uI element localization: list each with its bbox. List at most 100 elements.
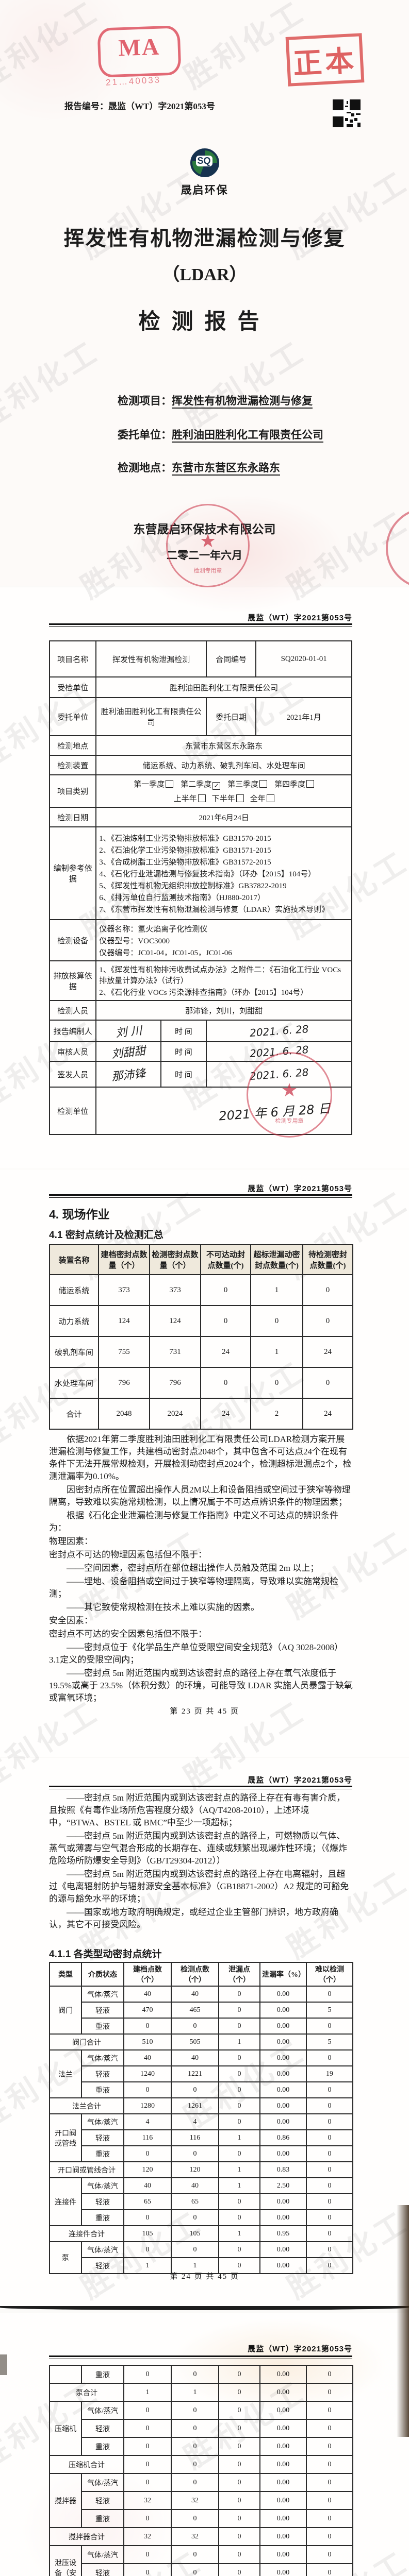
- table-cell: 0: [218, 2097, 260, 2114]
- table-cell: 0.00: [259, 2491, 307, 2510]
- table-cell: 1: [218, 2161, 260, 2178]
- table-cell: 120: [123, 2161, 172, 2178]
- table-cell: 24: [200, 1336, 251, 1368]
- table-row: 储运系统 373 373 0 1 0: [49, 1274, 353, 1306]
- page-footer: 第 24 页 共 45 页: [170, 2273, 239, 2281]
- table-cell: 65: [171, 2193, 219, 2210]
- table-cell: 124: [98, 1305, 150, 1337]
- table-cell: 气体/蒸汽: [81, 2049, 124, 2066]
- info-label: 合同编号: [206, 640, 257, 677]
- info-label: 时 间: [160, 1061, 207, 1088]
- subtotal-label: 压缩机合计: [49, 2455, 124, 2474]
- table-cell: 轻液: [81, 2419, 124, 2438]
- column-header: 建档点数（个）: [123, 1962, 172, 1987]
- header-rule: [49, 2355, 352, 2359]
- table-cell: 0.00: [259, 2563, 307, 2576]
- table-cell: 重液: [81, 2365, 124, 2384]
- subsection-heading: 4.1 密封点统计及检测汇总: [49, 1230, 163, 1241]
- column-header: 难以检测（个）: [306, 1962, 353, 1987]
- table-cell: 0: [200, 1274, 251, 1306]
- table-cell: 0: [123, 2145, 172, 2162]
- table-cell: 0: [123, 2545, 172, 2564]
- table-cell: 0: [171, 2437, 219, 2456]
- table-row: 轻液 65 65 0 0.00 0: [50, 2193, 353, 2210]
- table-row: 压缩机合计 0 0 0 0.00 0: [49, 2455, 353, 2474]
- table-cell: 0.00: [259, 2002, 307, 2019]
- info-value: SQ2020-01-01: [255, 640, 352, 677]
- field-label: 检测地点：: [118, 462, 172, 474]
- info-label: 委托单位: [48, 697, 97, 736]
- table-cell: 0.00: [259, 2455, 307, 2474]
- table-cell: 轻液: [81, 2065, 124, 2082]
- table-cell: 0: [218, 2401, 260, 2420]
- type-group-label: 阀门: [49, 1986, 82, 2035]
- table-cell: 2: [250, 1398, 303, 1430]
- table-cell: 0.00: [259, 2193, 307, 2210]
- table-cell: 505: [171, 2033, 219, 2050]
- table-cell: 0: [306, 2241, 353, 2258]
- table-cell: 0: [302, 1367, 353, 1399]
- table-cell: 0: [250, 1367, 303, 1399]
- info-value: 那沛锋，刘川，刘甜甜: [95, 1000, 352, 1021]
- table-cell: 0.95: [259, 2225, 307, 2242]
- quarter-option: 第三季度: [227, 780, 268, 789]
- table-cell: 0: [171, 2365, 219, 2384]
- calc-item: 1、《挥发性有机物排污收费试点办法》之附件二：《石油化工行业 VOCs 排放量计…: [99, 966, 341, 985]
- quarter-option: 第二季度 ✓: [181, 781, 221, 790]
- table-cell: 0: [123, 2437, 172, 2456]
- table-row: 阀门 气体/蒸汽 40 40 0 0.00 0: [49, 1986, 353, 2035]
- table-cell: 0: [218, 2365, 260, 2384]
- header-row: 装置名称 建档密封点数量（个） 检测密封点数量（个） 不可达动封点数量(个) 超标泄漏动…: [49, 1244, 353, 1275]
- checkbox-empty: [306, 780, 315, 788]
- info-page: 晟监（WT）字2021第053号 项目名称 挥发性有机物泄漏检测 合同编号 SQ…: [0, 587, 409, 1168]
- table-cell: 0.00: [259, 2545, 307, 2564]
- stamp-caption: 检测专用章: [193, 568, 222, 574]
- reference-item: 4、《石化行业泄漏检测与修复技术指南》（环办【2015】104号）: [99, 870, 316, 878]
- original-copy-text: 正本: [292, 45, 358, 80]
- signature-compiler: 刘 川: [114, 1024, 142, 1040]
- table-cell: 0.00: [259, 2401, 307, 2420]
- checkbox-empty: [266, 794, 274, 802]
- table-cell: 116: [171, 2129, 219, 2146]
- calculation-basis-cell: 1、《挥发性有机物排污收费试点办法》之附件二：《石油化工行业 VOCs 排放量计…: [95, 960, 352, 1001]
- table-cell: 0: [123, 2509, 172, 2528]
- table-cell: 0: [123, 2419, 172, 2438]
- table-cell: 32: [171, 2491, 219, 2510]
- info-label: 委托日期: [206, 697, 257, 736]
- date-compiler: 2021. 6. 28: [249, 1023, 309, 1039]
- table-cell: 重液: [81, 2145, 124, 2162]
- table-cell: 0: [306, 2437, 353, 2456]
- table-cell: 0.00: [259, 1986, 307, 2003]
- body-paragraph: ——密封点 5m 附近范围内或到达该密封点的路径上存在氧气浓度低于19.5%或高…: [49, 1668, 353, 1703]
- table-cell: 0.00: [259, 2527, 307, 2546]
- table-row: 重液 0 0 0 0.00 0: [50, 2437, 353, 2456]
- table-cell: 2024: [149, 1398, 201, 1430]
- body-paragraph: 根据《石化企业泄漏检测与修复工作指南》中定义不可达点的辨识条件为：: [49, 1511, 338, 1533]
- checkbox-empty: [259, 780, 268, 788]
- table-cell: 0: [306, 2225, 353, 2242]
- table-cell: 1: [250, 1336, 303, 1368]
- table-cell: 0: [306, 2473, 353, 2492]
- table-cell: 0: [123, 2241, 172, 2258]
- table-cell: 1: [218, 2129, 260, 2146]
- page-header-number: 晟监（WT）字2021第053号: [248, 1184, 352, 1193]
- table-row: 压缩机 气体/蒸汽 0 0 0 0.00 0: [49, 2401, 353, 2456]
- body-paragraph: 安全因素：: [49, 1616, 93, 1625]
- stamp-star-icon: ★: [199, 531, 217, 551]
- body-paragraphs: ——密封点 5m 附近范围内或到达该密封点的路径上存在有毒有害介质，且按照《有毒…: [49, 1792, 353, 1932]
- reference-item: 2、《石油化学工业污染物排放标准》GB31571-2015: [99, 846, 271, 855]
- table-row: 开口阀或管线 气体/蒸汽 4 4 0 0.00 0: [49, 2113, 353, 2162]
- table-cell: 0: [306, 2209, 353, 2226]
- table-cell: 40: [171, 2177, 219, 2194]
- reference-list-cell: 1、《石油炼制工业污染物排放标准》GB31570-2015 2、《石油化学工业污染…: [95, 826, 352, 920]
- table-cell: 0: [218, 2545, 260, 2564]
- table-cell: 0: [218, 2241, 260, 2258]
- table-cell: 1: [250, 1274, 303, 1306]
- signature-reviewer: 刘甜甜: [111, 1044, 146, 1061]
- type-group-label: 泄压设备（安全阀）: [49, 2545, 82, 2576]
- table-cell: 796: [98, 1367, 150, 1399]
- table-cell: 1280: [123, 2097, 172, 2114]
- stamp-star-icon: ★: [281, 1080, 298, 1100]
- table-cell: 0: [200, 1305, 251, 1337]
- table-cell: 重液: [81, 2018, 124, 2035]
